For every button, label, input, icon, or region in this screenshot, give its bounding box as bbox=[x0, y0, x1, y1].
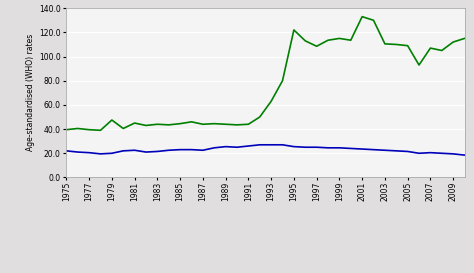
Deaths bbox=[86, 151, 92, 154]
Line: Registrations: Registrations bbox=[66, 17, 465, 130]
Deaths bbox=[143, 150, 149, 154]
Deaths bbox=[348, 147, 354, 150]
Deaths bbox=[302, 146, 308, 149]
Registrations bbox=[416, 63, 422, 67]
Registrations bbox=[120, 127, 126, 130]
Registrations bbox=[348, 38, 354, 42]
Deaths bbox=[371, 148, 376, 151]
Deaths bbox=[450, 152, 456, 156]
Y-axis label: Age-standardised (WHO) rates: Age-standardised (WHO) rates bbox=[26, 34, 35, 152]
Registrations bbox=[132, 121, 137, 125]
Line: Deaths: Deaths bbox=[66, 145, 465, 155]
Registrations bbox=[155, 123, 160, 126]
Deaths bbox=[234, 146, 240, 149]
Registrations bbox=[371, 19, 376, 22]
Registrations bbox=[268, 100, 274, 103]
Registrations bbox=[405, 44, 410, 47]
Registrations bbox=[86, 128, 92, 131]
Registrations bbox=[223, 123, 228, 126]
Registrations bbox=[189, 120, 194, 123]
Deaths bbox=[75, 150, 81, 154]
Deaths bbox=[109, 152, 115, 155]
Registrations bbox=[234, 123, 240, 126]
Deaths bbox=[189, 148, 194, 151]
Deaths bbox=[280, 143, 285, 146]
Deaths bbox=[337, 146, 342, 150]
Registrations bbox=[359, 15, 365, 18]
Registrations bbox=[109, 118, 115, 122]
Registrations bbox=[211, 122, 217, 125]
Registrations bbox=[280, 79, 285, 82]
Deaths bbox=[200, 149, 206, 152]
Deaths bbox=[393, 149, 399, 153]
Registrations bbox=[143, 124, 149, 127]
Registrations bbox=[428, 46, 433, 50]
Registrations bbox=[246, 123, 251, 126]
Deaths bbox=[223, 145, 228, 148]
Deaths bbox=[382, 149, 388, 152]
Registrations bbox=[291, 28, 297, 32]
Deaths bbox=[359, 147, 365, 151]
Deaths bbox=[405, 150, 410, 153]
Deaths bbox=[314, 146, 319, 149]
Deaths bbox=[257, 143, 263, 146]
Registrations bbox=[302, 39, 308, 43]
Deaths bbox=[246, 144, 251, 148]
Registrations bbox=[439, 49, 445, 52]
Deaths bbox=[439, 152, 445, 155]
Registrations bbox=[450, 40, 456, 44]
Deaths bbox=[291, 145, 297, 148]
Deaths bbox=[428, 151, 433, 154]
Registrations bbox=[75, 127, 81, 130]
Registrations bbox=[98, 129, 103, 132]
Deaths bbox=[132, 149, 137, 152]
Registrations bbox=[393, 43, 399, 46]
Registrations bbox=[64, 128, 69, 131]
Registrations bbox=[177, 122, 183, 125]
Registrations bbox=[382, 42, 388, 46]
Deaths bbox=[177, 148, 183, 151]
Registrations bbox=[325, 38, 331, 42]
Deaths bbox=[64, 149, 69, 153]
Deaths bbox=[416, 152, 422, 155]
Registrations bbox=[166, 123, 172, 126]
Deaths bbox=[120, 149, 126, 153]
Deaths bbox=[98, 152, 103, 156]
Registrations bbox=[200, 123, 206, 126]
Deaths bbox=[268, 143, 274, 146]
Registrations bbox=[257, 115, 263, 119]
Deaths bbox=[462, 153, 467, 157]
Deaths bbox=[155, 150, 160, 153]
Registrations bbox=[314, 45, 319, 48]
Registrations bbox=[337, 37, 342, 40]
Deaths bbox=[211, 146, 217, 150]
Deaths bbox=[325, 146, 331, 150]
Registrations bbox=[462, 37, 467, 40]
Deaths bbox=[166, 149, 172, 152]
